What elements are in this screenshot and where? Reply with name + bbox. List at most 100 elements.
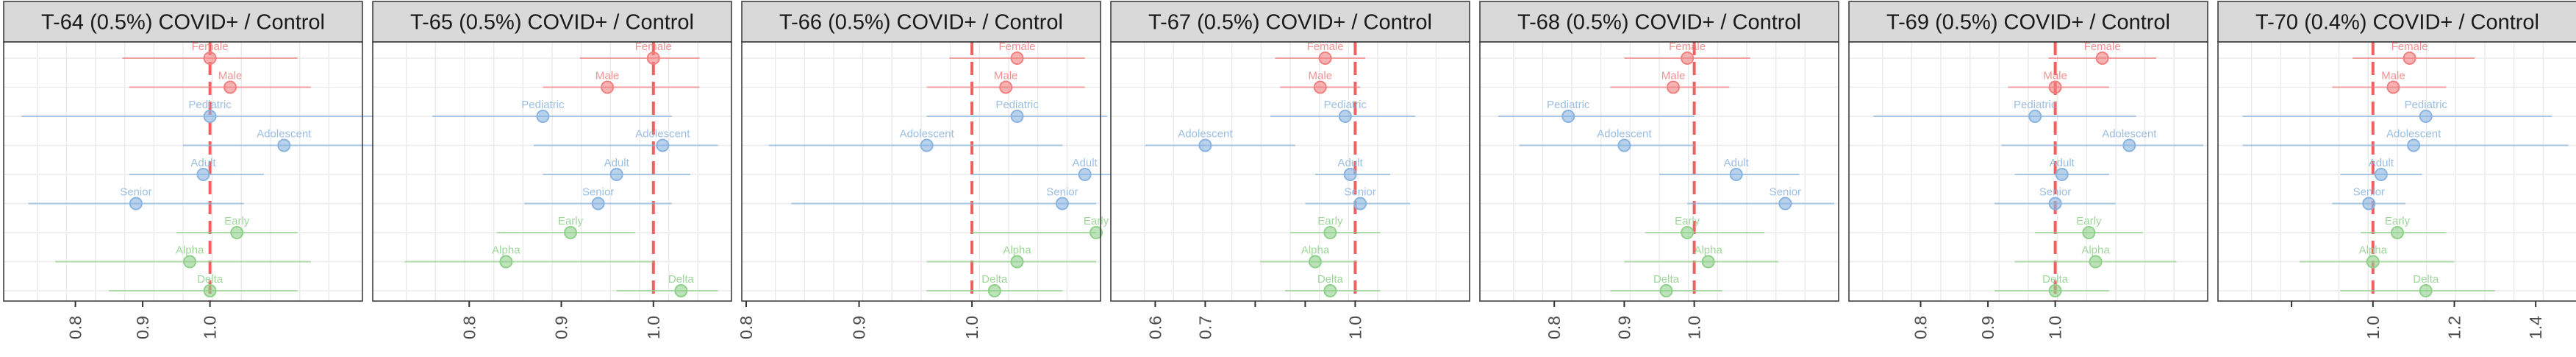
row-label: Adult — [190, 157, 216, 169]
estimate-point — [2082, 226, 2096, 239]
row-label: Early — [1675, 215, 1700, 227]
panel-3: T-66 (0.5%) COVID+ / Control Female Male Pe… — [737, 1, 1142, 339]
row-label: Early — [2076, 215, 2102, 227]
row-label: Female — [635, 40, 672, 53]
row-label: Adolescent — [1178, 128, 1233, 141]
tick-label: 0.8 — [737, 316, 756, 339]
tick-label: 0.8 — [66, 316, 85, 339]
panel-border — [3, 41, 363, 302]
tick-label: 0.7 — [1195, 316, 1214, 339]
estimate-point — [2362, 197, 2376, 211]
panel-border — [1479, 41, 1839, 302]
row-label: Pediatric — [188, 99, 232, 111]
tick-label: 0.6 — [1145, 316, 1164, 339]
tick-label: 0.9 — [1614, 316, 1634, 339]
estimate-point — [656, 138, 670, 152]
estimate-point — [1667, 80, 1681, 94]
panel-title: T-70 (0.4%) COVID+ / Control — [2255, 11, 2539, 35]
row-label: Delta — [2413, 273, 2439, 286]
tick-label: 0.8 — [459, 316, 479, 339]
estimate-point — [2122, 138, 2136, 152]
row-label: Male — [994, 70, 1018, 82]
estimate-point — [1323, 284, 1337, 297]
estimate-point — [2366, 255, 2380, 269]
tick-label: 0.8 — [1545, 316, 1564, 339]
estimate-point — [2055, 168, 2069, 181]
estimate-point — [1338, 110, 1352, 123]
estimate-point — [2089, 255, 2103, 269]
row-label: Female — [1307, 40, 1344, 53]
row-label: Alpha — [2081, 244, 2110, 257]
estimate-point — [1010, 110, 1024, 123]
estimate-point — [1010, 52, 1024, 65]
estimate-point — [987, 284, 1001, 297]
estimate-point — [1318, 52, 1332, 65]
row-label: Adult — [2369, 157, 2394, 169]
tick-label: 1.0 — [2046, 316, 2065, 339]
row-label: Early — [558, 215, 584, 227]
estimate-point — [609, 168, 623, 181]
row-label: Delta — [668, 273, 695, 286]
panel-title: T-66 (0.5%) COVID+ / Control — [779, 11, 1063, 35]
row-label: Alpha — [492, 244, 520, 257]
row-label: Alpha — [1301, 244, 1330, 257]
estimate-point — [203, 110, 217, 123]
facet-strip — [1110, 1, 1470, 43]
tick-label: 0.9 — [1978, 316, 1997, 339]
estimate-point — [1729, 168, 1743, 181]
row-label: Delta — [197, 273, 223, 286]
estimate-point — [230, 226, 244, 239]
row-label: Adolescent — [2386, 128, 2441, 141]
tick-label: 1.2 — [2444, 316, 2464, 339]
estimate-point — [2419, 110, 2433, 123]
estimate-point — [1659, 284, 1673, 297]
facet-strip — [372, 1, 732, 43]
estimate-point — [1681, 226, 1695, 239]
estimate-point — [499, 255, 513, 269]
tick-label: 1.0 — [1345, 316, 1364, 339]
tick-label: 0.9 — [133, 316, 152, 339]
estimate-point — [1701, 255, 1715, 269]
estimate-point — [536, 110, 550, 123]
estimate-point — [564, 226, 578, 239]
panel-border — [2217, 41, 2576, 302]
estimate-point — [1323, 226, 1337, 239]
tick-label: 0.8 — [1911, 316, 1931, 339]
estimate-point — [1010, 255, 1024, 269]
panel-border — [372, 41, 732, 302]
estimate-point — [1313, 80, 1327, 94]
row-label: Male — [595, 70, 620, 82]
row-label: Adolescent — [900, 128, 955, 141]
row-label: Female — [1669, 40, 1706, 53]
estimate-point — [999, 80, 1013, 94]
row-label: Pediatric — [1324, 99, 1367, 111]
row-label: Early — [2385, 215, 2411, 227]
row-label: Adult — [1724, 157, 1750, 169]
row-label: Senior — [2353, 186, 2385, 199]
panel-border — [741, 41, 1101, 302]
estimate-point — [277, 138, 291, 152]
row-label: Pediatric — [1547, 99, 1590, 111]
row-label: Female — [2391, 40, 2428, 53]
estimate-point — [183, 255, 197, 269]
panel-title: T-64 (0.5%) COVID+ / Control — [41, 11, 325, 35]
panel-title: T-68 (0.5%) COVID+ / Control — [1517, 11, 1801, 35]
estimate-point — [2048, 284, 2062, 297]
panel-title: T-69 (0.5%) COVID+ / Control — [1886, 11, 2170, 35]
panel-4: T-67 (0.5%) COVID+ / Control Female Male Pe… — [1110, 1, 1470, 339]
row-label: Adolescent — [1597, 128, 1652, 141]
estimate-point — [203, 52, 217, 65]
row-label: Alpha — [1003, 244, 1031, 257]
panel-title: T-67 (0.5%) COVID+ / Control — [1148, 11, 1432, 35]
row-label: Senior — [1770, 186, 1801, 199]
row-label: Alpha — [1694, 244, 1722, 257]
tick-label: 1.0 — [2364, 316, 2383, 339]
tick-label: 1.4 — [2526, 316, 2545, 339]
panel-6: T-69 (0.5%) COVID+ / Control Female Male Pe… — [1848, 1, 2208, 339]
estimate-point — [223, 80, 237, 94]
row-label: Senior — [120, 186, 151, 199]
row-label: Adolescent — [635, 128, 690, 141]
estimate-point — [1198, 138, 1212, 152]
